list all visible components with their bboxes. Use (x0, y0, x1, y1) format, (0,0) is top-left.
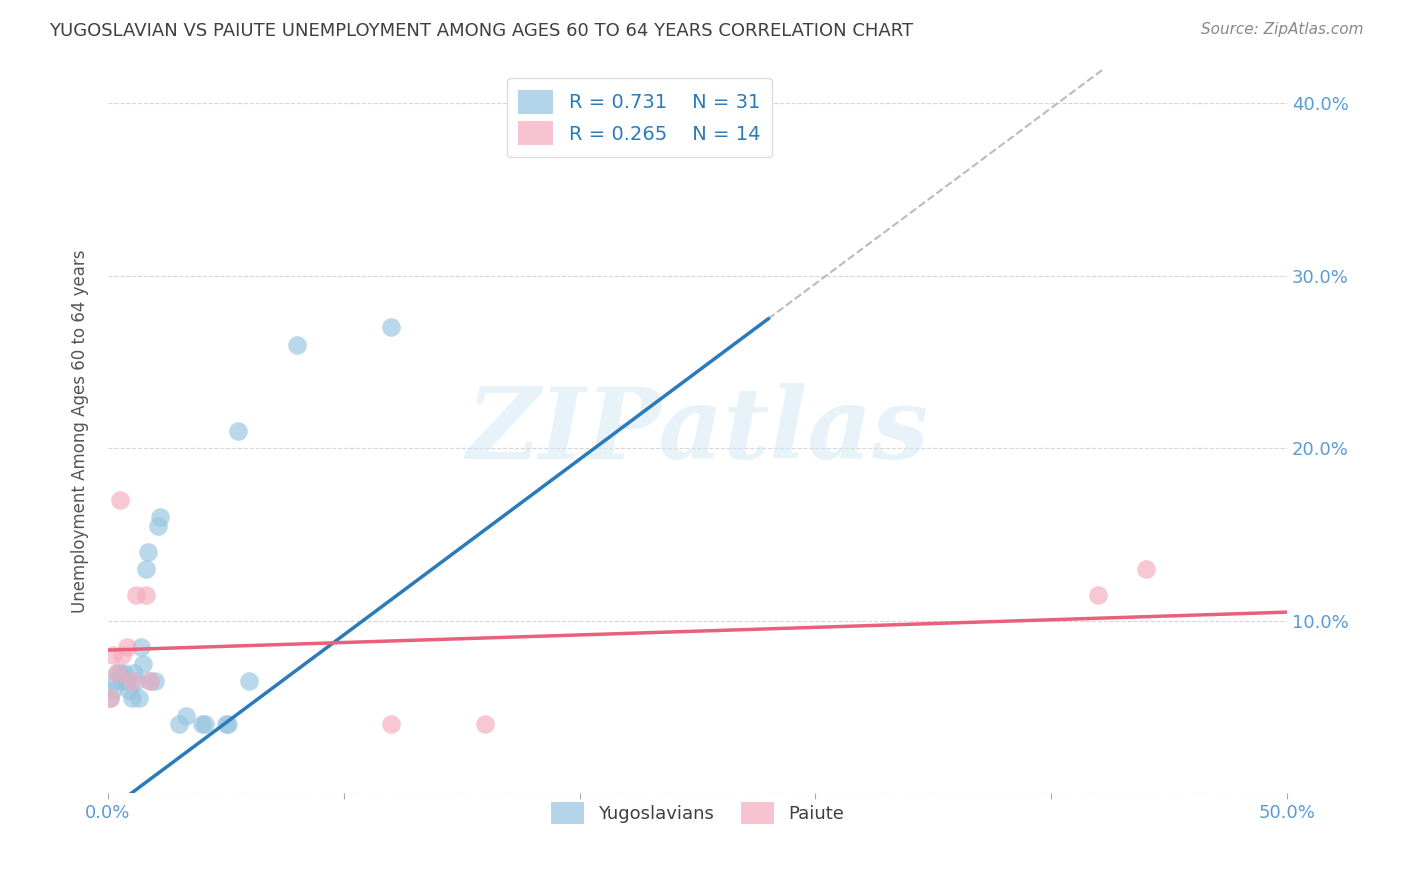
Legend: Yugoslavians, Paiute: Yugoslavians, Paiute (540, 791, 855, 835)
Point (129, 640, 152, 654)
Point (132, 657, 155, 671)
Point (115, 674, 138, 689)
Point (226, 424, 249, 438)
Point (174, 708, 197, 723)
Point (107, 665, 129, 680)
Point (194, 717, 217, 731)
Point (122, 665, 145, 680)
Point (146, 519, 169, 533)
Text: ZIPatlas: ZIPatlas (467, 383, 929, 479)
Point (114, 665, 136, 680)
Point (380, 717, 402, 731)
Point (1087, 588, 1109, 602)
Point (149, 510, 172, 524)
Point (128, 691, 150, 706)
Point (217, 717, 239, 731)
Point (108, 665, 131, 680)
Point (238, 674, 260, 689)
Point (125, 588, 148, 602)
Point (380, 320, 402, 334)
Point (143, 674, 166, 689)
Point (135, 588, 157, 602)
Point (167, 717, 190, 731)
Point (191, 717, 214, 731)
Point (108, 492, 131, 507)
Point (98, 691, 121, 706)
Point (121, 674, 143, 689)
Point (118, 682, 141, 697)
Point (98, 691, 121, 706)
Point (1135, 562, 1157, 576)
Point (101, 648, 124, 663)
Text: Source: ZipAtlas.com: Source: ZipAtlas.com (1201, 22, 1364, 37)
Point (104, 674, 127, 689)
Point (115, 640, 138, 654)
Point (125, 674, 148, 689)
Y-axis label: Unemployment Among Ages 60 to 64 years: Unemployment Among Ages 60 to 64 years (72, 249, 89, 613)
Text: YUGOSLAVIAN VS PAIUTE UNEMPLOYMENT AMONG AGES 60 TO 64 YEARS CORRELATION CHART: YUGOSLAVIAN VS PAIUTE UNEMPLOYMENT AMONG… (49, 22, 914, 40)
Point (474, 717, 496, 731)
Point (135, 562, 157, 576)
Point (139, 674, 162, 689)
Point (101, 682, 124, 697)
Point (136, 545, 159, 559)
Point (111, 648, 134, 663)
Point (285, 337, 308, 351)
Point (111, 674, 134, 689)
Point (215, 717, 238, 731)
Point (139, 674, 162, 689)
Point (107, 665, 129, 680)
Point (121, 691, 143, 706)
